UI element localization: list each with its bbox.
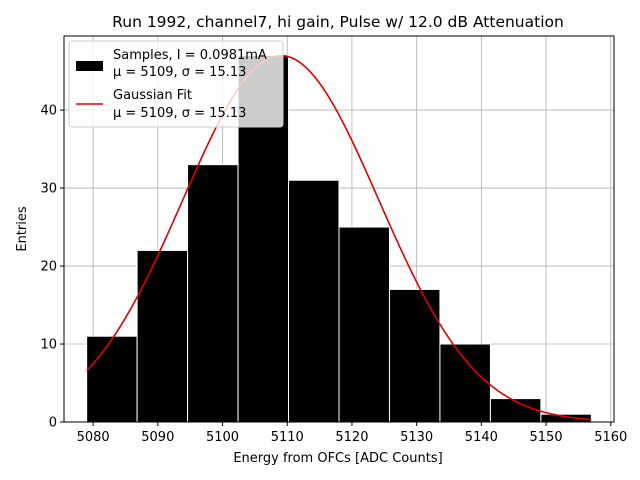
histogram-bar <box>136 249 189 423</box>
histogram-bar <box>86 335 138 423</box>
legend-fit-label: Gaussian Fit <box>113 88 192 103</box>
histogram-bar <box>338 226 390 423</box>
legend-fit-stats: μ = 5109, σ = 15.13 <box>113 106 246 121</box>
x-tick-label: 5120 <box>335 430 368 445</box>
x-tick-label: 5160 <box>594 430 627 445</box>
legend-box <box>68 40 284 128</box>
y-axis-label: Entries <box>15 206 30 252</box>
y-tick-label: 0 <box>49 416 57 431</box>
x-tick-label: 5140 <box>465 430 498 445</box>
histogram-bar <box>388 288 441 423</box>
gaussian-fit-curve <box>86 54 592 421</box>
x-tick-label: 5090 <box>141 430 174 445</box>
chart-title: Run 1992, channel7, hi gain, Pulse w/ 12… <box>112 13 564 31</box>
plot-frame <box>63 35 615 423</box>
x-tick-label: 5150 <box>530 430 563 445</box>
legend-samples-swatch <box>76 61 103 71</box>
legend-samples-label: Samples, I = 0.0981mA <box>113 48 267 63</box>
x-tick-label: 5110 <box>271 430 304 445</box>
x-axis-ticks: 5080 5090 5100 5110 5120 5130 5140 5150 5160 <box>77 422 627 445</box>
histogram-bar <box>540 413 592 423</box>
x-axis-label: Energy from OFCs [ADC Counts] <box>233 451 442 466</box>
x-tick-label: 5100 <box>206 430 239 445</box>
x-tick-label: 5130 <box>400 430 433 445</box>
legend: Samples, I = 0.0981mA μ = 5109, σ = 15.1… <box>68 40 284 128</box>
y-tick-label: 20 <box>40 260 57 275</box>
y-axis-ticks: 0 10 20 30 40 <box>40 104 64 431</box>
y-tick-label: 40 <box>40 104 57 119</box>
y-tick-label: 10 <box>40 338 57 353</box>
histogram-bar <box>288 179 340 423</box>
histogram-bar <box>439 343 491 423</box>
histogram-bar <box>187 164 239 423</box>
legend-samples-stats: μ = 5109, σ = 15.13 <box>113 65 246 80</box>
y-tick-label: 30 <box>40 182 57 197</box>
x-tick-label: 5080 <box>77 430 110 445</box>
